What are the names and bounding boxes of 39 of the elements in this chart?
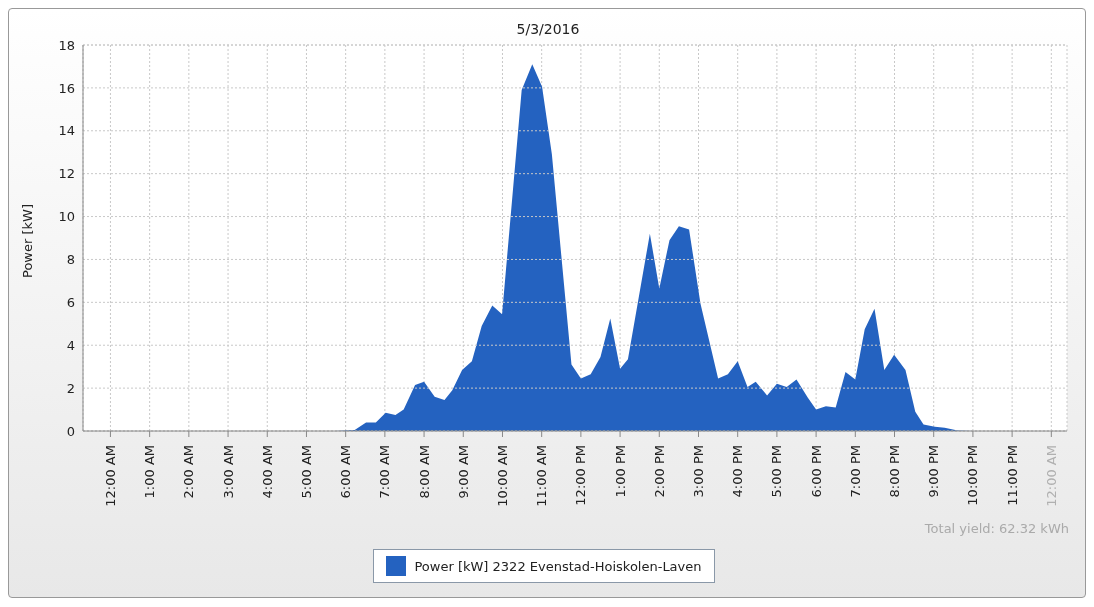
x-tick-label: 12:00 PM (573, 445, 589, 506)
x-tick-label: 10:00 AM (494, 445, 510, 507)
x-tick-label: 11:00 PM (1004, 445, 1020, 506)
y-tick-label: 2 (66, 380, 75, 396)
y-tick-label: 14 (58, 123, 75, 139)
x-tick-label: 2:00 PM (651, 445, 667, 498)
y-tick-label: 6 (66, 294, 75, 310)
chart-title: 5/3/2016 (515, 21, 581, 37)
x-tick-label: 9:00 PM (926, 445, 942, 498)
y-tick-label: 4 (66, 337, 75, 353)
y-tick-label: 10 (58, 209, 75, 225)
x-tick-label: 4:00 AM (259, 445, 275, 499)
x-tick-label: 1:00 AM (142, 445, 158, 499)
x-tick-label: 5:00 PM (769, 445, 785, 498)
y-tick-label: 18 (58, 37, 75, 53)
x-tick-label: 8:00 PM (887, 445, 903, 498)
x-tick-label: 10:00 PM (965, 445, 981, 506)
x-tick-label: 3:00 PM (690, 445, 706, 498)
x-tick-label: 11:00 AM (534, 445, 550, 507)
x-tick-label: 4:00 PM (730, 445, 746, 498)
x-tick-label: 3:00 AM (220, 445, 236, 499)
x-tick-label: 7:00 AM (377, 445, 393, 499)
x-tick-label: 1:00 PM (612, 445, 628, 498)
x-tick-label: 7:00 PM (847, 445, 863, 498)
x-tick-label: 5:00 AM (298, 445, 314, 499)
legend-label: Power [kW] 2322 Evenstad-Hoiskolen-Laven (414, 558, 702, 574)
y-tick-label: 0 (66, 423, 75, 439)
x-tick-label: 8:00 AM (416, 445, 432, 499)
x-tick-label: 2:00 AM (181, 445, 197, 499)
y-tick-label: 8 (66, 252, 75, 268)
x-tick-label: 6:00 PM (808, 445, 824, 498)
y-tick-label: 12 (58, 166, 75, 182)
x-tick-label: 12:00 AM (1043, 445, 1059, 507)
x-tick-label: 9:00 AM (455, 445, 471, 499)
y-axis-title: Power [kW] (19, 204, 35, 278)
y-tick-label: 16 (58, 80, 75, 96)
x-tick-label: 6:00 AM (338, 445, 354, 499)
text: Total yield: 62.32 kWh (924, 521, 1069, 536)
x-tick-label: 12:00 AM (102, 445, 118, 507)
